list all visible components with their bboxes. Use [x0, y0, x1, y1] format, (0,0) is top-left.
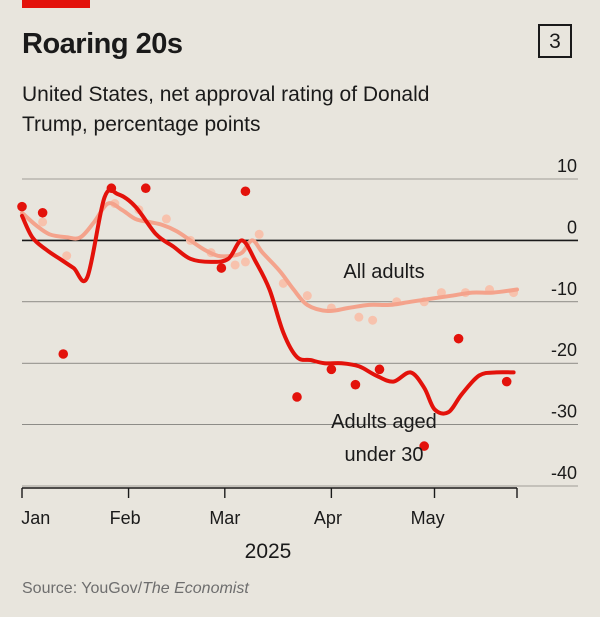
axis-layer: 10 0 -10 -20 -30 -40 Jan Feb Mar Apr May 2025 — [21, 156, 577, 563]
all-adults-line — [20, 201, 519, 314]
under30-poll-point — [17, 201, 27, 212]
y-tick-label: 0 — [567, 217, 577, 237]
under30-poll-point — [453, 333, 464, 344]
under30-line — [20, 187, 516, 416]
all-adults-poll-point — [230, 260, 240, 270]
grid-layer — [22, 178, 578, 487]
chart-title: Roaring 20s — [22, 28, 183, 60]
under30-poll-point — [216, 263, 227, 273]
under30-poll-point — [140, 183, 151, 194]
x-tick-label: Mar — [209, 508, 240, 528]
annotation-layer: All adults Adults aged under 30 — [331, 261, 437, 466]
series-annotation: All adults — [343, 261, 424, 283]
source-note: Source: YouGov/The Economist — [22, 580, 249, 598]
year-label: 2025 — [245, 540, 292, 563]
x-tick-label: Feb — [110, 508, 141, 528]
source-publication: The Economist — [142, 580, 249, 597]
y-tick-label: 10 — [557, 156, 577, 176]
all-adults-poll-point — [368, 315, 378, 325]
all-adults-poll-point — [38, 217, 48, 227]
all-adults-poll-point — [161, 214, 171, 224]
under30-poll-point — [350, 379, 361, 390]
chart-subtitle: United States, net approval rating of Do… — [22, 83, 430, 136]
source-prefix: Source: YouGov/ — [22, 580, 143, 597]
all-adults-poll-point — [436, 288, 446, 298]
all-adults-poll-point — [354, 312, 364, 322]
under30-poll-point — [37, 207, 48, 218]
x-tick-label: Jan — [21, 508, 50, 528]
brand-tag — [22, 0, 90, 8]
series-annotation: Adults aged — [331, 411, 437, 433]
all-adults-poll-point — [240, 257, 250, 267]
x-tick-label: Apr — [314, 508, 342, 528]
under30-poll-point — [240, 186, 251, 197]
y-tick-label: -10 — [551, 279, 577, 299]
all-adults-poll-point — [62, 251, 72, 261]
series-annotation: under 30 — [345, 444, 424, 466]
under30-poll-point — [501, 376, 512, 387]
all-adults-poll-point — [254, 229, 264, 239]
y-tick-label: -40 — [551, 463, 577, 483]
under30-poll-point — [374, 364, 385, 375]
series-layer — [17, 183, 519, 451]
x-tick-label: May — [411, 508, 445, 528]
under30-poll-point — [58, 349, 69, 359]
all-adults-poll-point — [302, 291, 312, 301]
y-tick-label: -20 — [551, 340, 577, 360]
under30-poll-point — [292, 392, 302, 402]
under30-poll-point — [326, 364, 337, 375]
y-tick-label: -30 — [551, 402, 577, 422]
chart-number-badge: 3 — [538, 24, 572, 58]
under30-poll-point — [419, 441, 429, 451]
